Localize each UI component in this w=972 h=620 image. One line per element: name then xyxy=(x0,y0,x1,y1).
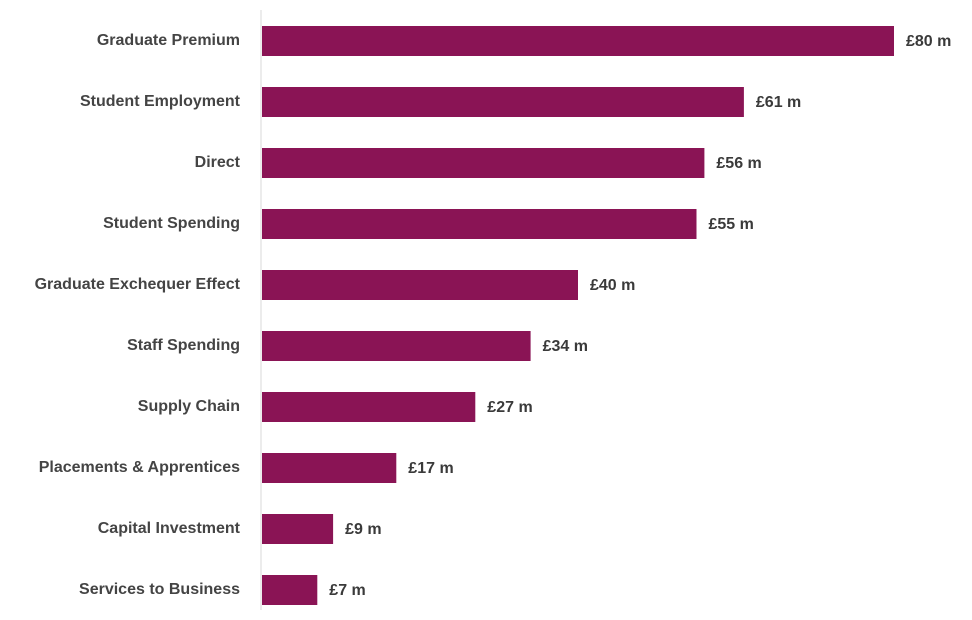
bar xyxy=(262,514,334,544)
category-label: Graduate Exchequer Effect xyxy=(35,276,241,293)
category-label: Capital Investment xyxy=(98,520,241,537)
category-label: Student Employment xyxy=(80,93,241,110)
value-label: £55 m xyxy=(709,216,754,233)
category-label: Student Spending xyxy=(103,215,240,232)
bar xyxy=(262,26,894,56)
value-label: £27 m xyxy=(487,399,532,416)
category-label: Placements & Apprentices xyxy=(39,459,240,476)
value-label: £40 m xyxy=(590,277,635,294)
bar xyxy=(262,148,705,178)
bar xyxy=(262,87,744,117)
bar xyxy=(262,209,697,239)
value-label: £9 m xyxy=(345,521,381,538)
bars-group: Graduate Premium £80 m Student Employment £… xyxy=(35,26,951,605)
category-label: Staff Spending xyxy=(127,337,240,354)
bar xyxy=(262,453,397,483)
value-label: £34 m xyxy=(543,338,588,355)
category-label: Direct xyxy=(195,154,241,171)
value-label: £17 m xyxy=(408,460,453,477)
value-label: £61 m xyxy=(756,94,801,111)
category-label: Supply Chain xyxy=(138,398,240,415)
bar xyxy=(262,270,578,300)
value-label: £56 m xyxy=(716,155,761,172)
value-label: £7 m xyxy=(329,582,365,599)
bar xyxy=(262,575,318,605)
category-label: Services to Business xyxy=(79,581,240,598)
value-label: £80 m xyxy=(906,33,951,50)
bar xyxy=(262,392,476,422)
category-label: Graduate Premium xyxy=(97,32,240,49)
bar xyxy=(262,331,531,361)
